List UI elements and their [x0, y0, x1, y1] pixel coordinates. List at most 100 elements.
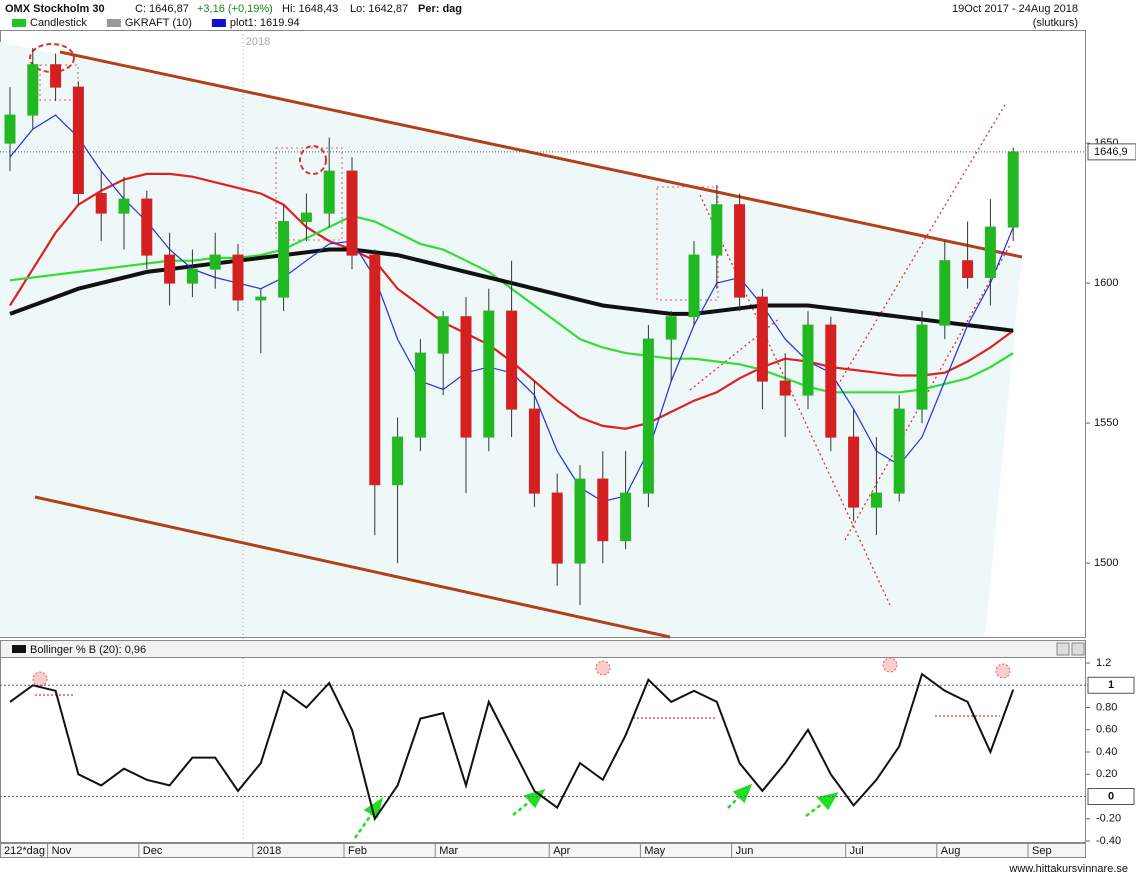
candle-body — [939, 260, 951, 326]
marker-box — [656, 186, 719, 301]
x-tick-label: Jul — [850, 845, 864, 857]
y-tick-label: -0.40 — [1096, 835, 1121, 847]
peak-markers — [32, 657, 1011, 687]
y-tick-label: 0.20 — [1096, 768, 1117, 780]
candle-body — [825, 324, 837, 438]
x-tick-label: Apr — [553, 845, 570, 857]
y-tick-label: 1600 — [1094, 277, 1118, 289]
x-tick-label: Sep — [1032, 845, 1052, 857]
candle-body — [437, 316, 449, 354]
candle-body — [688, 254, 700, 318]
candle-body — [4, 114, 16, 144]
x-tick-label: Feb — [348, 845, 367, 857]
marker-box — [275, 147, 343, 241]
dotted-line — [844, 244, 1011, 541]
candle-body — [756, 296, 768, 382]
dotted-line — [699, 194, 891, 606]
indicator-panel — [0, 657, 1086, 843]
candle-body — [779, 380, 791, 396]
candle-body — [27, 64, 39, 116]
trend-line — [59, 50, 1023, 259]
y-tick-label: 0.40 — [1096, 746, 1117, 758]
x-tick-label: Aug — [941, 845, 961, 857]
y-tick-label: 1.2 — [1096, 657, 1111, 669]
low-text: Lo: 1642,87 — [350, 3, 408, 15]
last-price-box — [1087, 143, 1136, 161]
arrow — [353, 811, 375, 839]
candle-body — [50, 64, 62, 88]
close-text: C: 1646,87 — [135, 3, 189, 15]
candle-body — [141, 198, 153, 256]
marker-circle — [299, 145, 327, 175]
x-tick-label: May — [644, 845, 665, 857]
peak-marker — [882, 657, 898, 673]
candle-body — [369, 254, 381, 486]
candle-body — [711, 204, 723, 256]
close-icon[interactable] — [1071, 642, 1085, 656]
candle-body — [870, 492, 882, 508]
legend-label: GKRAFT (10) — [125, 17, 192, 29]
candle-body — [1007, 151, 1019, 228]
dotted-line — [834, 102, 1007, 391]
candle-body — [962, 260, 974, 279]
settings-icon[interactable] — [1056, 642, 1070, 656]
legend-swatch — [12, 19, 26, 27]
candle-body — [916, 324, 928, 410]
candle-body — [483, 310, 495, 438]
year-marker: 2018 — [246, 36, 270, 48]
y-tick-label: 0.80 — [1096, 701, 1117, 713]
legend-label: plot1: 1619.94 — [230, 17, 300, 29]
peak-marker — [32, 671, 48, 687]
candle-body — [186, 268, 198, 284]
arrow-head — [363, 797, 383, 818]
candle-body — [232, 254, 244, 301]
price-basis: (slutkurs) — [1033, 17, 1078, 29]
arrow-head — [816, 792, 839, 811]
candle-body — [346, 170, 358, 256]
peak-marker — [595, 660, 611, 676]
candle-body — [574, 478, 586, 564]
buy-arrows — [353, 783, 839, 839]
legend-swatch — [106, 19, 121, 27]
y-tick-label: -0.20 — [1096, 813, 1121, 825]
date-range: 19Oct 2017 - 24Aug 2018 — [952, 3, 1078, 15]
candle-body — [597, 478, 609, 542]
candle-body — [164, 254, 176, 284]
x-tick-label: 2018 — [257, 845, 281, 857]
peak-marker — [995, 663, 1011, 679]
chart-title: OMX Stockholm 30 — [5, 3, 105, 15]
indicator-swatch — [12, 645, 26, 653]
candle-body — [734, 204, 746, 298]
tick-box — [1087, 788, 1135, 805]
candle-body — [665, 316, 677, 340]
y-tick-label: 1550 — [1094, 417, 1118, 429]
candle-body — [72, 86, 84, 195]
footer: www.hittakursvinnare.se — [1008, 863, 1128, 874]
x-tick-label: Mar — [439, 845, 458, 857]
indicator-line — [9, 672, 1015, 822]
x-tick-label: Dec — [143, 845, 163, 857]
candle-body — [118, 198, 130, 214]
candle-body — [642, 338, 654, 494]
candle-body — [95, 193, 107, 214]
indicator-header — [0, 640, 1086, 658]
y-tick-label: 0 — [1108, 790, 1114, 802]
last-price-label: 1646,9 — [1094, 146, 1128, 158]
period-text: Per: dag — [418, 3, 462, 15]
legend-swatch — [211, 19, 226, 27]
trend-line — [34, 495, 671, 639]
period-label: 212*dag — [4, 845, 45, 857]
candle-body — [255, 296, 267, 301]
candle-body — [848, 436, 860, 508]
y-tick-label: 1 — [1108, 679, 1114, 691]
x-tick-label: Jun — [736, 845, 754, 857]
x-axis-strip — [0, 843, 1086, 858]
change-text: +3,16 (+0,19%) — [197, 3, 273, 15]
candle-body — [528, 408, 540, 494]
candle-body — [300, 212, 312, 223]
indicator-title: Bollinger % B (20): 0,96 — [30, 644, 146, 656]
candle-body — [392, 436, 404, 486]
candle-body — [323, 170, 335, 214]
high-text: Hi: 1648,43 — [282, 3, 338, 15]
